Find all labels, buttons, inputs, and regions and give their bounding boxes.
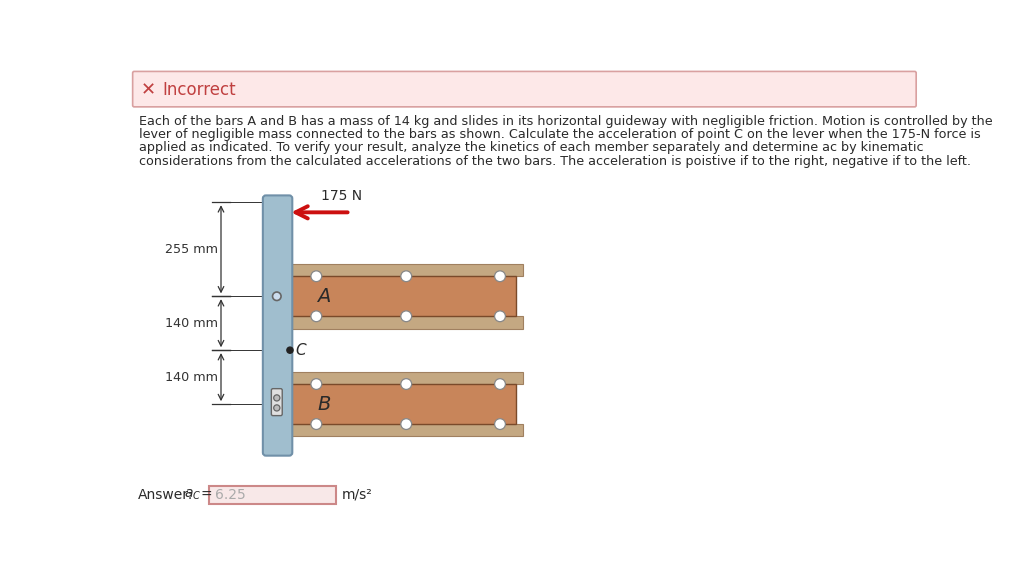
Circle shape [400,378,412,389]
Circle shape [311,311,322,321]
Circle shape [273,405,280,411]
Bar [289,372,523,384]
Text: =: = [201,488,212,502]
Circle shape [272,292,281,301]
Text: 175 N: 175 N [321,189,362,203]
Text: Incorrect: Incorrect [163,81,237,99]
Circle shape [311,419,322,430]
Text: B: B [317,395,331,414]
Text: 6.25: 6.25 [215,488,246,502]
Text: A: A [317,287,331,306]
Circle shape [495,271,506,282]
Text: $a_C$: $a_C$ [183,488,201,502]
Circle shape [400,271,412,282]
FancyBboxPatch shape [271,389,283,416]
FancyBboxPatch shape [209,486,337,504]
Bar [289,424,523,437]
Text: 140 mm: 140 mm [165,317,218,329]
FancyBboxPatch shape [263,195,292,456]
Circle shape [400,419,412,430]
Bar [289,316,523,329]
Circle shape [400,311,412,321]
Circle shape [495,378,506,389]
Circle shape [311,378,322,389]
Text: Each of the bars A and B has a mass of 14 kg and slides in its horizontal guidew: Each of the bars A and B has a mass of 1… [139,115,992,128]
Circle shape [495,419,506,430]
FancyBboxPatch shape [133,71,916,107]
Circle shape [287,347,293,353]
Text: Answer:: Answer: [138,488,194,502]
Bar [289,264,523,276]
Circle shape [273,395,280,401]
Text: considerations from the calculated accelerations of the two bars. The accelerati: considerations from the calculated accel… [139,154,971,168]
Bar [266,276,515,316]
Circle shape [495,311,506,321]
Text: 255 mm: 255 mm [165,243,218,256]
Text: ✕: ✕ [140,81,156,99]
Text: m/s²: m/s² [342,488,373,502]
Text: 140 mm: 140 mm [165,370,218,384]
Text: C: C [295,343,306,358]
Text: applied as indicated. To verify your result, analyze the kinetics of each member: applied as indicated. To verify your res… [139,142,924,154]
Circle shape [311,271,322,282]
Bar [266,384,515,424]
Text: lever of negligible mass connected to the bars as shown. Calculate the accelerat: lever of negligible mass connected to th… [139,128,981,142]
